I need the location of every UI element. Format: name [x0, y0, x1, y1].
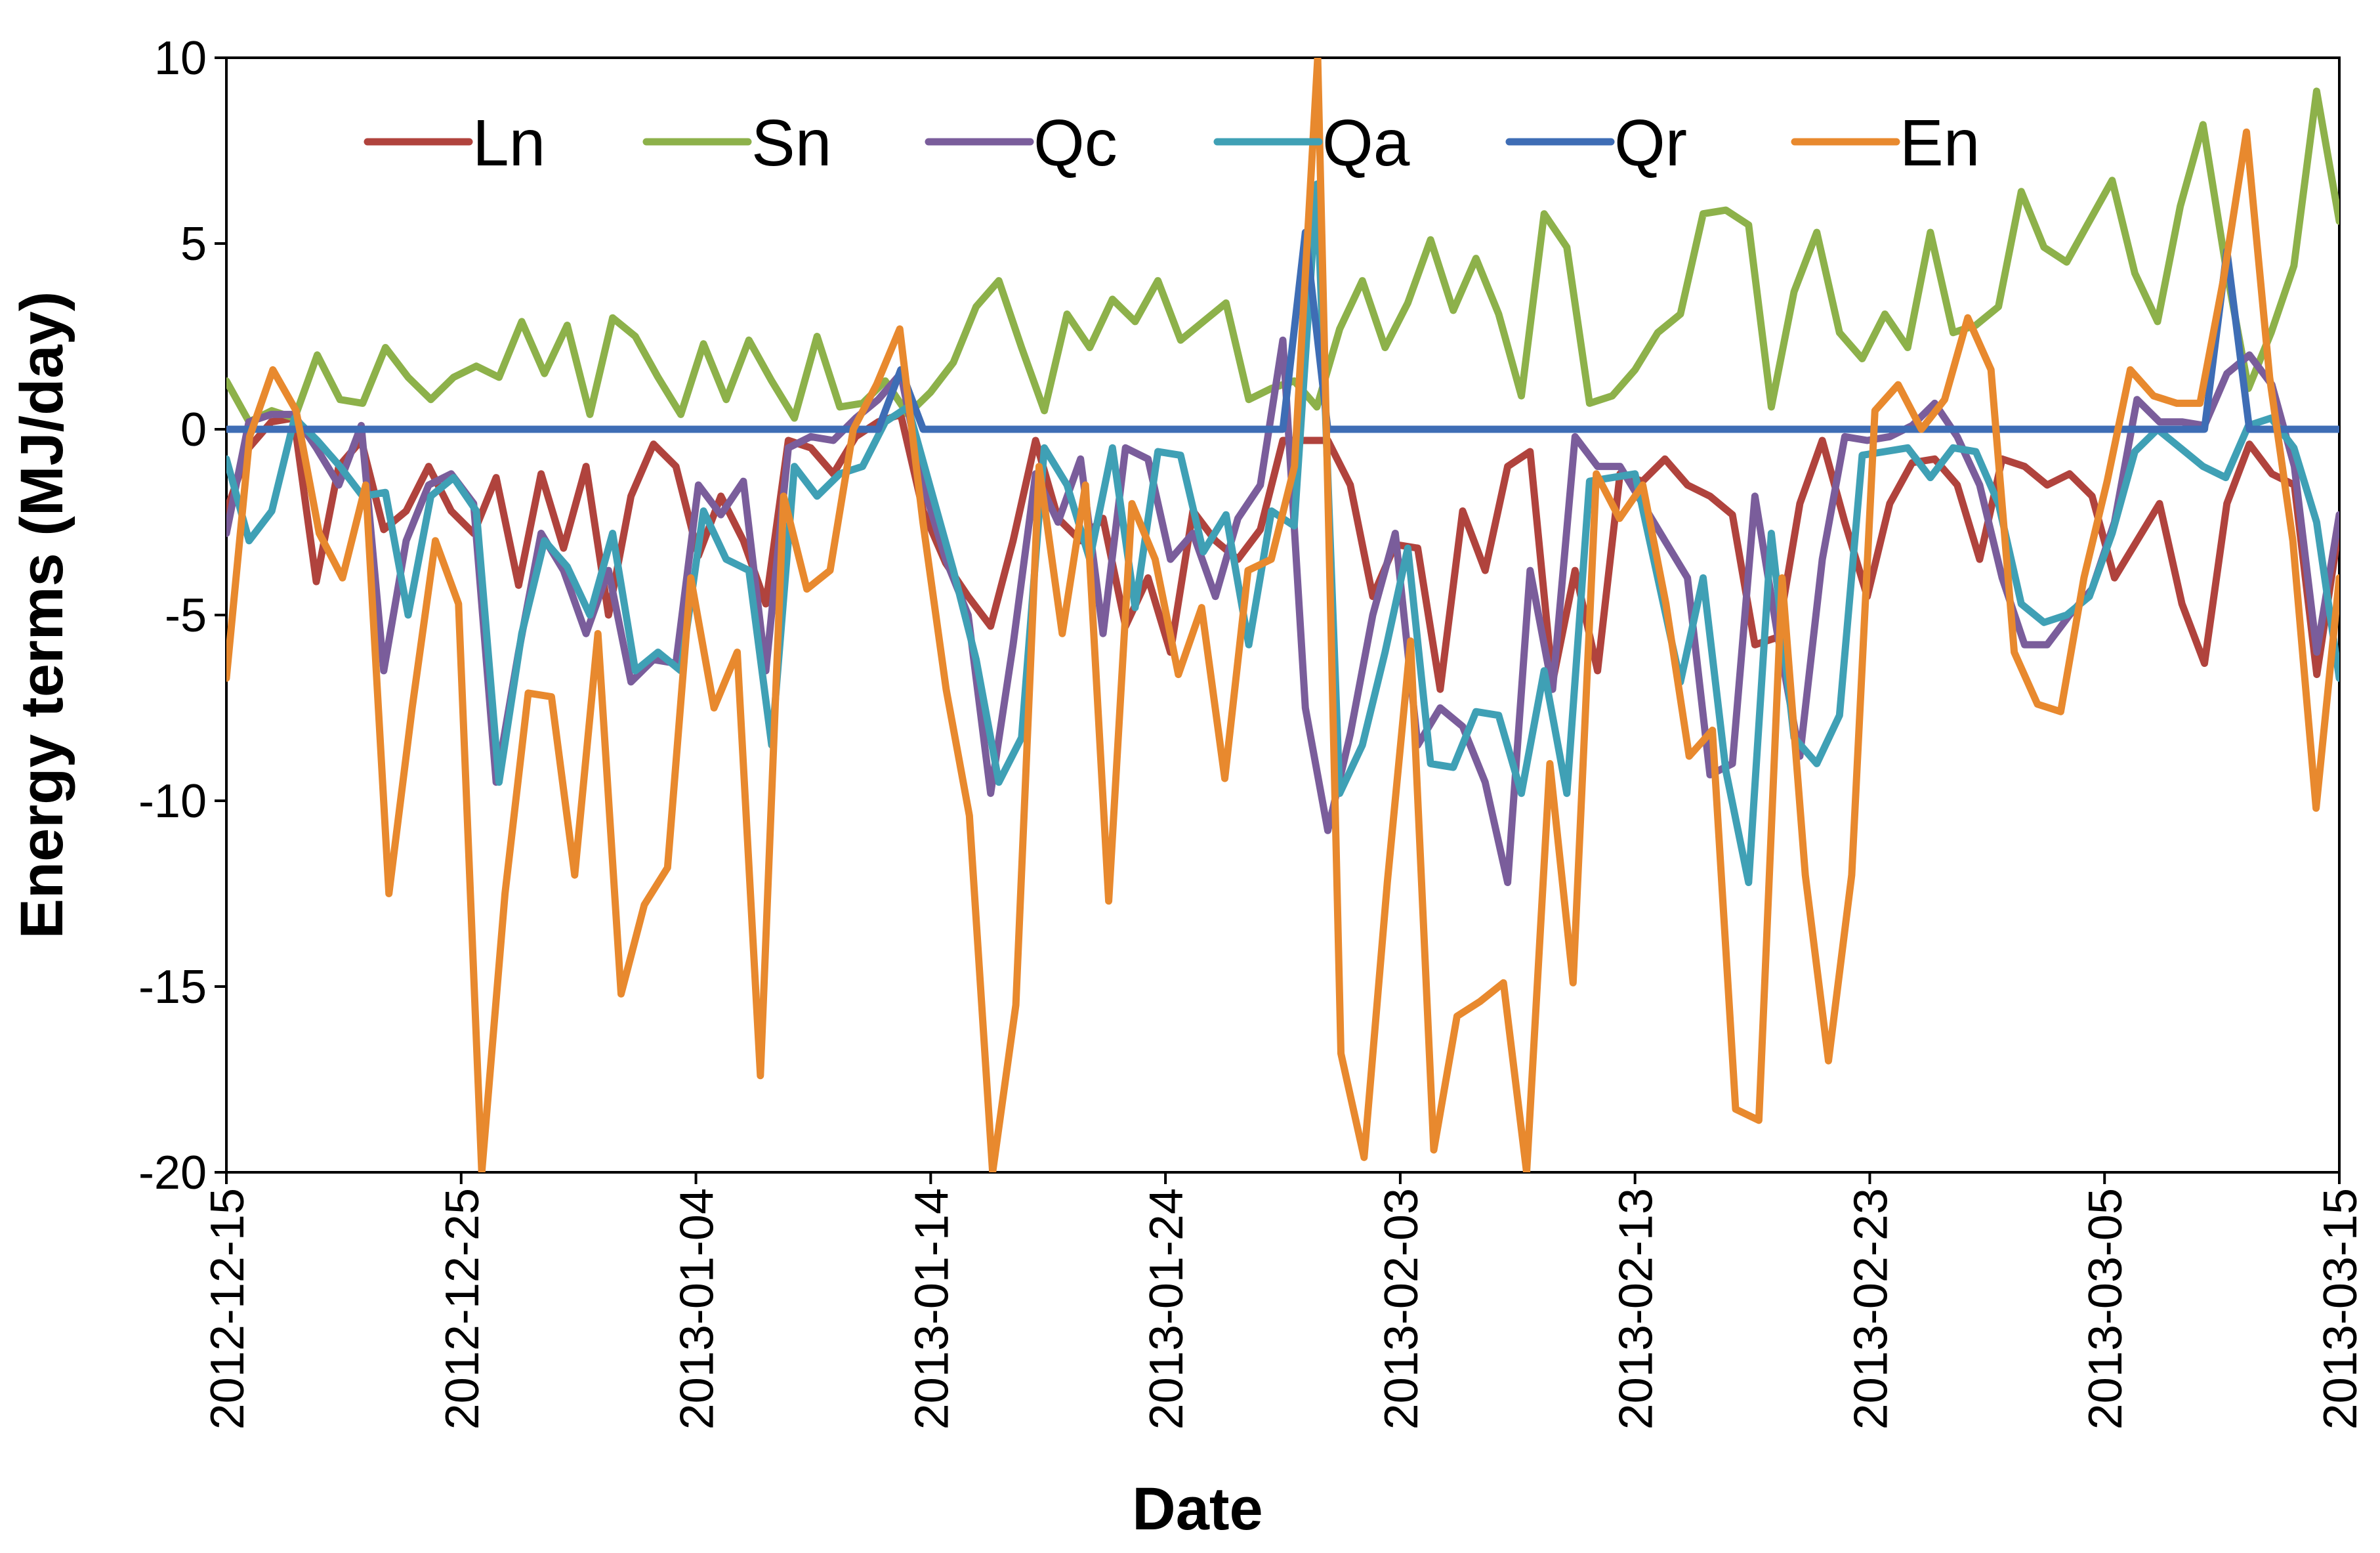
x-tick-label: 2013-02-03	[1375, 1188, 1428, 1430]
series-line-en	[226, 58, 2339, 1172]
y-tick-label: -5	[165, 589, 207, 642]
x-tick-label: 2013-01-14	[906, 1188, 958, 1430]
x-tick-label: 2013-01-04	[671, 1188, 724, 1430]
x-axis-ticks: 2012-12-15 2012-12-25 2013-01-04 2013-01-14…	[201, 1172, 2367, 1430]
x-tick-label: 2012-12-25	[436, 1188, 489, 1430]
x-tick-label: 2013-02-13	[1610, 1188, 1663, 1430]
y-axis-title: Energy terms (MJ/day)	[9, 291, 75, 939]
y-tick-label: 10	[154, 32, 207, 85]
legend-label-sn: Sn	[751, 106, 831, 180]
x-axis-title: Date	[1132, 1476, 1263, 1542]
x-tick-label: 2013-02-23	[1845, 1188, 1897, 1430]
y-tick-label: -10	[138, 775, 207, 828]
y-tick-label: 5	[180, 218, 207, 270]
x-tick-label: 2012-12-15	[201, 1188, 254, 1430]
y-axis-ticks: 10 5 0 -5 -10 -15 -20	[138, 32, 226, 1199]
legend-label-qc: Qc	[1033, 106, 1117, 180]
series-line-qc	[226, 336, 2339, 886]
y-tick-label: 0	[180, 404, 207, 456]
x-tick-label: 2013-03-15	[2314, 1188, 2367, 1430]
x-tick-label: 2013-01-24	[1140, 1188, 1193, 1430]
legend-label-en: En	[1900, 106, 1980, 180]
x-tick-label: 2013-03-05	[2079, 1188, 2132, 1430]
legend: Ln Sn Qc Qa Qr En	[364, 106, 1980, 180]
series-line-qr	[226, 228, 2339, 433]
series-group	[226, 58, 2339, 1172]
legend-label-ln: Ln	[472, 106, 545, 180]
y-tick-label: -15	[138, 961, 207, 1013]
legend-label-qa: Qa	[1322, 106, 1410, 180]
y-tick-label: -20	[138, 1147, 207, 1199]
legend-label-qr: Qr	[1614, 106, 1687, 180]
